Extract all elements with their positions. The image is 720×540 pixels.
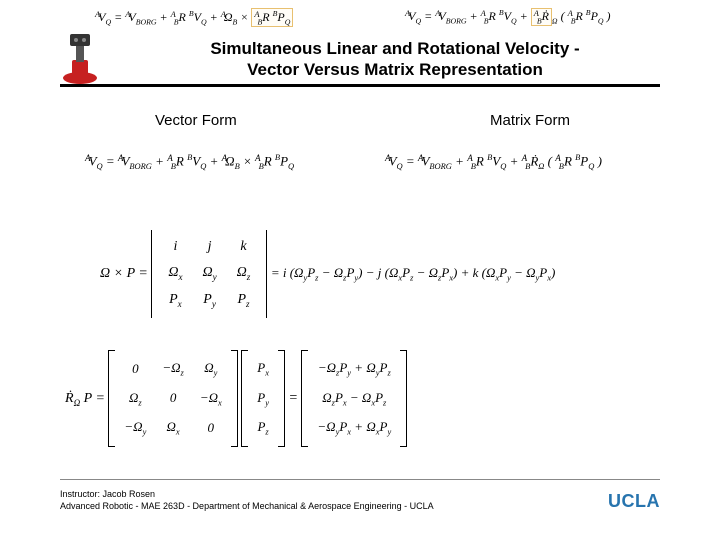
title-underline bbox=[60, 84, 660, 87]
robot-icon bbox=[60, 30, 100, 85]
matrix-form-equation: AVQ = AVBORG + ABR BVQ + ABṘΩ ( ABR BPQ … bbox=[385, 152, 602, 171]
p-vector: Px Py Pz bbox=[241, 350, 285, 447]
column-heading-left: Vector Form bbox=[155, 112, 237, 129]
footer-line-1: Instructor: Jacob Rosen bbox=[60, 489, 155, 499]
top-equation-right: AVQ = AVBORG + ABR BVQ + ABṘΩ ( ABR BPQ … bbox=[405, 8, 611, 26]
top-equation-left: AVQ = AVBORG + ABR BVQ + AΩB × ABR BPQ bbox=[95, 8, 293, 27]
ucla-logo: UCLA bbox=[608, 491, 660, 512]
result-vector: −ΩzPy + ΩyPz ΩzPx − ΩxPz −ΩyPx + ΩxPy bbox=[301, 350, 407, 447]
column-heading-right: Matrix Form bbox=[490, 112, 570, 129]
footer-line-2: Advanced Robotic - MAE 263D - Department… bbox=[60, 501, 434, 511]
cross-product-determinant: Ω × P = ijk ΩxΩyΩz PxPyPz = i (ΩyPz − Ωz… bbox=[100, 230, 555, 318]
slide-title: Simultaneous Linear and Rotational Veloc… bbox=[150, 38, 640, 81]
det-expansion: = i (ΩyPz − ΩzPy) − j (ΩxPz − ΩzPx) + k … bbox=[271, 265, 556, 280]
footer-text: Instructor: Jacob Rosen Advanced Robotic… bbox=[60, 488, 434, 512]
matrix-lhs: ṘΩ P = bbox=[65, 391, 108, 406]
footer-divider bbox=[60, 479, 660, 480]
skew-matrix-equation: ṘΩ P = 0−ΩzΩy Ωz0−Ωx −ΩyΩx0 Px Py Pz = −… bbox=[65, 350, 407, 447]
det-lhs: Ω × P = bbox=[100, 266, 151, 281]
vector-form-equation: AVQ = AVBORG + ABR BVQ + AΩB × ABR BPQ bbox=[85, 152, 294, 171]
title-line-1: Simultaneous Linear and Rotational Veloc… bbox=[210, 39, 579, 58]
title-line-2: Vector Versus Matrix Representation bbox=[247, 60, 543, 79]
skew-matrix: 0−ΩzΩy Ωz0−Ωx −ΩyΩx0 bbox=[108, 350, 237, 447]
